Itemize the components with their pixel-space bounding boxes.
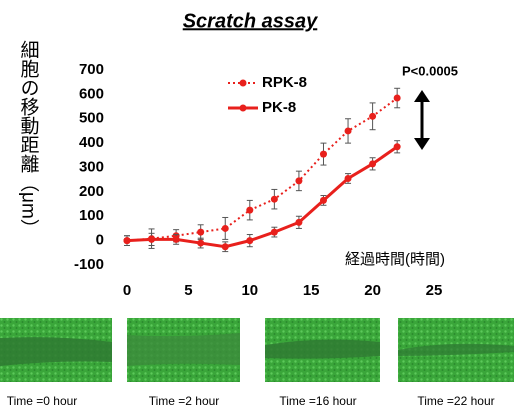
- x-axis-label: 経過時間(時間): [345, 251, 445, 268]
- y-tick-label: 0: [96, 232, 104, 249]
- point: [369, 160, 376, 167]
- scratch-images: [0, 318, 514, 382]
- legend-marker: [240, 80, 247, 87]
- x-tick-label: 0: [123, 282, 131, 299]
- point: [124, 237, 131, 244]
- chart-title: Scratch assay: [183, 10, 318, 32]
- point: [394, 95, 401, 102]
- point: [295, 219, 302, 226]
- figure: Scratch assay 細胞の移動距離（μm） 経過時間(時間) P<0.0…: [0, 0, 514, 410]
- point: [197, 229, 204, 236]
- page: {"chart_data": {"type": "line", "title":…: [0, 0, 514, 410]
- x-tick-label: 5: [184, 282, 192, 299]
- point: [295, 177, 302, 184]
- series-line: [127, 98, 397, 241]
- y-tick-label: 400: [79, 134, 104, 151]
- panel-caption: Time =2 hour: [149, 394, 220, 408]
- y-tick-label: -100: [74, 256, 104, 273]
- point: [369, 113, 376, 120]
- series-line: [127, 147, 397, 247]
- x-tick-label: 20: [364, 282, 381, 299]
- y-tick-label: 300: [79, 158, 104, 175]
- x-tick-label: 15: [303, 282, 320, 299]
- point: [271, 196, 278, 203]
- y-tick-label: 100: [79, 207, 104, 224]
- point: [345, 127, 352, 134]
- y-tick-label: 600: [79, 85, 104, 102]
- panel-caption: Time =22 hour: [417, 394, 494, 408]
- legend-marker: [240, 105, 247, 112]
- annotation: P<0.0005: [402, 63, 458, 78]
- legend-label: RPK-8: [262, 74, 307, 91]
- x-tick-label: 10: [241, 282, 258, 299]
- y-tick-label: 200: [79, 183, 104, 200]
- arrow: [414, 90, 430, 150]
- panel-caption: Time =0 hour: [7, 394, 78, 408]
- y-tick-label: 700: [79, 61, 104, 78]
- scratch-image: [0, 318, 112, 382]
- point: [148, 236, 155, 243]
- point: [222, 243, 229, 250]
- point: [320, 197, 327, 204]
- point: [246, 237, 253, 244]
- scratch-image: [127, 318, 240, 382]
- scratch-image: [398, 318, 514, 382]
- point: [222, 225, 229, 232]
- point: [394, 143, 401, 150]
- point: [173, 236, 180, 243]
- point: [246, 207, 253, 214]
- point: [271, 229, 278, 236]
- y-axis-label: 細胞の移動距離（μm）: [18, 40, 40, 238]
- point: [345, 175, 352, 182]
- scratch-image: [265, 318, 380, 382]
- y-tick-label: 500: [79, 110, 104, 127]
- point: [197, 240, 204, 247]
- legend-label: PK-8: [262, 99, 296, 116]
- x-tick-label: 25: [426, 282, 443, 299]
- point: [320, 151, 327, 158]
- panel-caption: Time =16 hour: [279, 394, 356, 408]
